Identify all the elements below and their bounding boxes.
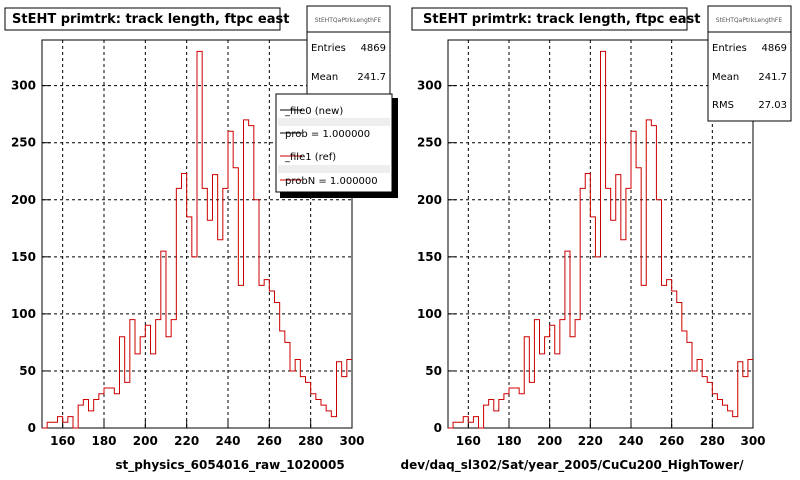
left-x-tick-280: 280	[298, 434, 323, 448]
left-y-tick-150: 150	[11, 250, 36, 264]
right-y-tick-50: 50	[425, 364, 442, 378]
right-y-tick-100: 100	[417, 307, 442, 321]
right-y-tick-200: 200	[417, 193, 442, 207]
left-y-tick-0: 0	[28, 421, 36, 435]
right-stats-entries-label: Entries	[712, 43, 747, 54]
legend-file0: _file0 (new)	[284, 106, 343, 117]
left-stats-entries-label: Entries	[311, 43, 346, 54]
legend-file1: _file1 (ref)	[284, 152, 336, 163]
left-x-tick-240: 240	[215, 434, 240, 448]
right-y-tick-labels: 0 50 100 150 200 250 300	[417, 79, 442, 435]
legend-box: _file0 (new) prob = 1.000000 _file1 (ref…	[275, 93, 398, 198]
left-y-tick-250: 250	[11, 136, 36, 150]
left-y-tick-200: 200	[11, 193, 36, 207]
legend-probn: probN = 1.000000	[285, 176, 378, 187]
left-histogram-line	[42, 50, 352, 429]
right-x-tick-160: 160	[456, 434, 481, 448]
right-chart-title: StEHT primtrk: track length, ftpc east	[423, 12, 700, 27]
left-y-tick-100: 100	[11, 307, 36, 321]
left-y-tick-labels: 0 50 100 150 200 250 300	[11, 79, 36, 435]
right-x-tick-labels: 160 180 200 220 240 260 280 300	[456, 434, 766, 448]
legend-prob: prob = 1.000000	[285, 129, 370, 140]
right-stats-box: StEHTQaPtrkLengthFE Entries 4869 Mean 24…	[707, 5, 792, 122]
left-x-tick-labels: 160 180 200 220 240 260 280 300	[50, 434, 364, 448]
right-x-tick-260: 260	[659, 434, 684, 448]
left-y-tick-50: 50	[19, 364, 36, 378]
right-title-box	[411, 7, 688, 31]
left-stats-box: StEHTQaPtrkLengthFE Entries 4869 Mean 24…	[306, 5, 391, 102]
right-x-tick-180: 180	[496, 434, 521, 448]
left-x-axis-label: st_physics_6054016_raw_1020005	[115, 458, 344, 473]
left-x-tick-300: 300	[339, 434, 364, 448]
right-histogram-panel: 160 180 200 220 240 260 280 300 0 50 100 150 200 250…	[401, 5, 792, 473]
left-chart-title: StEHT primtrk: track length, ftpc east	[12, 12, 289, 27]
left-stats-title: StEHTQaPtrkLengthFE	[315, 17, 382, 24]
right-plot-frame	[447, 39, 754, 429]
left-title-box	[4, 7, 281, 31]
left-stats-mean-label: Mean	[311, 72, 338, 83]
right-y-tick-0: 0	[434, 421, 442, 435]
right-x-tick-300: 300	[740, 434, 765, 448]
left-stats-entries-value: 4869	[361, 43, 386, 54]
right-x-tick-240: 240	[618, 434, 643, 448]
left-x-tick-160: 160	[50, 434, 75, 448]
right-x-axis-label: dev/daq_sl302/Sat/year_2005/CuCu200_High…	[401, 458, 745, 473]
right-y-tick-150: 150	[417, 250, 442, 264]
right-x-tick-200: 200	[537, 434, 562, 448]
right-stats-mean-value: 241.7	[758, 72, 787, 83]
right-x-tick-220: 220	[578, 434, 603, 448]
right-histogram-line	[448, 50, 753, 429]
left-y-tick-300: 300	[11, 79, 36, 93]
right-x-tick-280: 280	[700, 434, 725, 448]
right-stats-entries-value: 4869	[762, 43, 787, 54]
left-x-tick-180: 180	[91, 434, 116, 448]
right-stats-mean-label: Mean	[712, 72, 739, 83]
left-x-tick-200: 200	[133, 434, 158, 448]
left-stats-mean-value: 241.7	[357, 72, 386, 83]
left-x-tick-260: 260	[257, 434, 282, 448]
right-y-tick-250: 250	[417, 136, 442, 150]
left-x-tick-220: 220	[174, 434, 199, 448]
left-histogram-panel: 160 180 200 220 240 260 280 300 0 50 100 150 200 250…	[4, 5, 398, 473]
left-plot-frame	[41, 39, 353, 429]
right-stats-title: StEHTQaPtrkLengthFE	[716, 17, 783, 24]
right-stats-rms-value: 27.03	[758, 100, 787, 111]
right-stats-rms-label: RMS	[712, 100, 734, 111]
right-y-tick-300: 300	[417, 79, 442, 93]
